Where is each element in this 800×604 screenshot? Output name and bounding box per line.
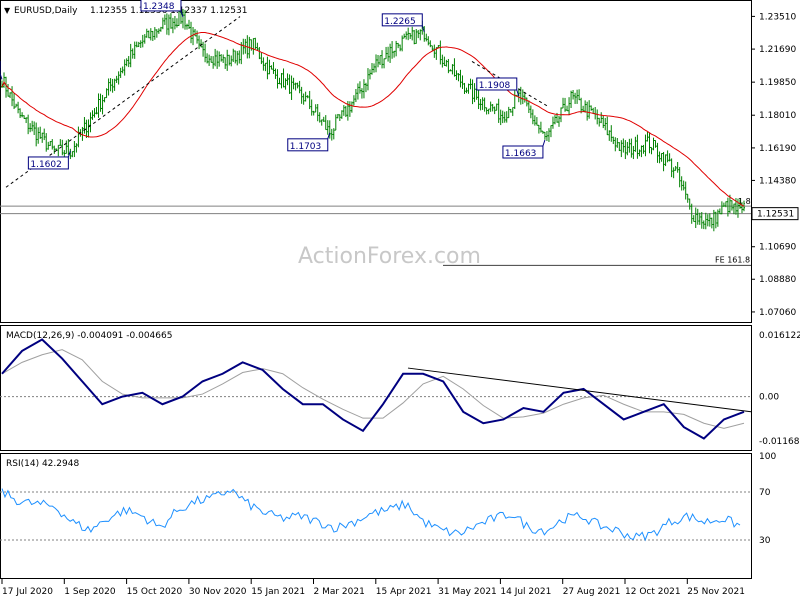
- rsi-label: RSI(14) 42.2948: [6, 459, 79, 469]
- swing-label-pointer: [67, 150, 71, 158]
- rsi-line: [1, 488, 741, 542]
- swing-label: 1.2265: [384, 17, 416, 27]
- swing-label-box: [140, 0, 182, 12]
- x-tick-label: 14 Jul 2021: [500, 587, 551, 597]
- swing-label-pointer: [180, 10, 184, 18]
- watermark: ActionForex.com: [298, 244, 481, 269]
- price-tick-label: 1.19850: [759, 78, 796, 88]
- swing-label-box: [476, 77, 518, 91]
- macd-tick-label: 0.016122: [759, 331, 800, 341]
- swing-label: 1.1703: [290, 142, 322, 152]
- price-panel: [0, 0, 752, 323]
- window-title-icon: ▼: [4, 6, 11, 15]
- rsi-panel: [0, 453, 752, 579]
- macd-tick-label: 0.00: [759, 393, 779, 403]
- rsi-layer: [0, 488, 751, 542]
- swing-label-box: [381, 13, 423, 27]
- swing-label-box: [27, 156, 69, 170]
- swing-label-box: [287, 138, 329, 152]
- price-tick-label: 1.18010: [759, 111, 796, 121]
- swing-label-pointer: [0, 73, 3, 80]
- price-badge-text: 1.12531: [757, 210, 794, 220]
- x-tick-label: 15 Jan 2021: [251, 587, 305, 597]
- x-tick-label: 27 Aug 2021: [563, 587, 621, 597]
- price-layer: FE 161.81.81.20111.16021.23481.17031.226…: [0, 0, 751, 266]
- x-tick-label: 31 May 2021: [438, 587, 497, 597]
- x-tick-label: 1 Sep 2020: [64, 587, 116, 597]
- swing-label-box: [502, 145, 544, 159]
- swing-label-pointer: [327, 132, 331, 139]
- symbol-label: EURUSD,Daily: [14, 6, 78, 16]
- rsi-tick-label: 70: [759, 488, 771, 498]
- macd-label: MACD(12,26,9) -0.004091 -0.004665: [6, 331, 172, 341]
- x-tick-label: 15 Apr 2021: [376, 587, 432, 597]
- price-tick-label: 1.08880: [759, 275, 796, 285]
- rsi-tick-label: 100: [759, 452, 776, 462]
- price-tick-label: 1.21690: [759, 45, 796, 55]
- swing-label: 1.1602: [30, 160, 61, 170]
- axis-layer: 1.23510 1.21690 1.19850 1.18010 1.16190 1.143…: [1, 12, 800, 597]
- swing-label: 1.1908: [479, 81, 511, 91]
- price-tick-label: 1.07060: [759, 308, 796, 318]
- price-badge: [751, 207, 799, 221]
- price-tick-label: 1.23510: [759, 12, 796, 22]
- x-tick-label: 15 Oct 2020: [127, 587, 183, 597]
- macd-panel: [0, 325, 752, 451]
- swing-label-pointer: [542, 139, 546, 147]
- macd-trendline: [407, 367, 753, 413]
- x-tick-label: 12 Oct 2021: [625, 587, 681, 597]
- price-tick-label: 1.14380: [759, 176, 796, 186]
- price-tick-label: 1.16190: [759, 144, 796, 154]
- x-tick-label: 2 Mar 2021: [314, 587, 365, 597]
- x-tick-label: 30 Nov 2020: [189, 587, 247, 597]
- swing-label: 1.2348: [143, 2, 175, 12]
- macd-line: [1, 338, 745, 440]
- x-tick-label: 17 Jul 2020: [2, 587, 53, 597]
- moving-average-line: [1, 31, 745, 207]
- rsi-tick-label: 30: [759, 536, 771, 546]
- swing-label: 1.1663: [505, 149, 537, 159]
- price-tick-label: 1.10690: [759, 243, 796, 253]
- swing-label-pointer: [421, 25, 425, 33]
- fe-161-8-label: FE 161.8: [715, 255, 750, 264]
- macd-layer: [0, 338, 753, 440]
- x-tick-label: 25 Nov 2021: [687, 587, 745, 597]
- swing-label-pointer: [516, 89, 520, 97]
